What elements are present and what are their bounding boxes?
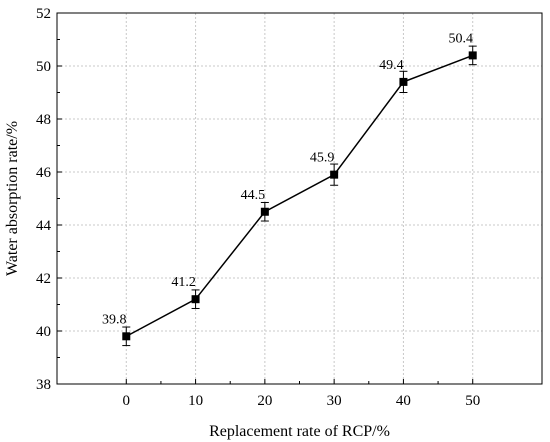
data-label: 39.8	[102, 312, 127, 327]
x-tick-label: 50	[465, 393, 480, 409]
y-tick-label: 40	[36, 324, 51, 340]
series-polyline	[125, 54, 473, 337]
y-tick-label: 46	[36, 165, 52, 181]
plot-frame	[56, 12, 543, 385]
data-labels: 39.8 41.2 44.5 45.9 49.4 50.4	[102, 31, 473, 327]
grid	[57, 13, 542, 384]
x-tick-label: 20	[257, 393, 272, 409]
data-point	[468, 51, 477, 60]
x-tick-label: 40	[396, 393, 411, 409]
y-tick-label: 52	[36, 6, 51, 22]
y-tick-label: 48	[36, 112, 51, 128]
data-point	[191, 295, 200, 304]
y-axis-title: Water absorption rate/%	[4, 121, 21, 276]
data-point	[260, 207, 269, 216]
series-line	[122, 45, 477, 347]
data-label: 44.5	[241, 188, 266, 203]
x-tick-label: 30	[327, 393, 342, 409]
y-tick-label: 50	[36, 59, 51, 75]
y-tick-label: 44	[36, 218, 52, 234]
y-tick-label: 42	[36, 271, 51, 287]
data-point	[399, 77, 408, 86]
x-tick-label: 0	[123, 393, 131, 409]
y-tick-label: 38	[36, 377, 51, 393]
data-point	[122, 332, 131, 341]
data-label: 49.4	[379, 58, 404, 73]
data-label: 45.9	[310, 151, 335, 166]
data-label: 50.4	[448, 31, 473, 46]
axes: 0 10 20 30 40 50 38 40 42 44 46 48 50 52	[36, 6, 543, 409]
x-tick-label: 10	[188, 393, 203, 409]
data-point	[330, 170, 339, 179]
data-label: 41.2	[171, 275, 196, 290]
x-axis-title: Replacement rate of RCP/%	[209, 423, 390, 440]
